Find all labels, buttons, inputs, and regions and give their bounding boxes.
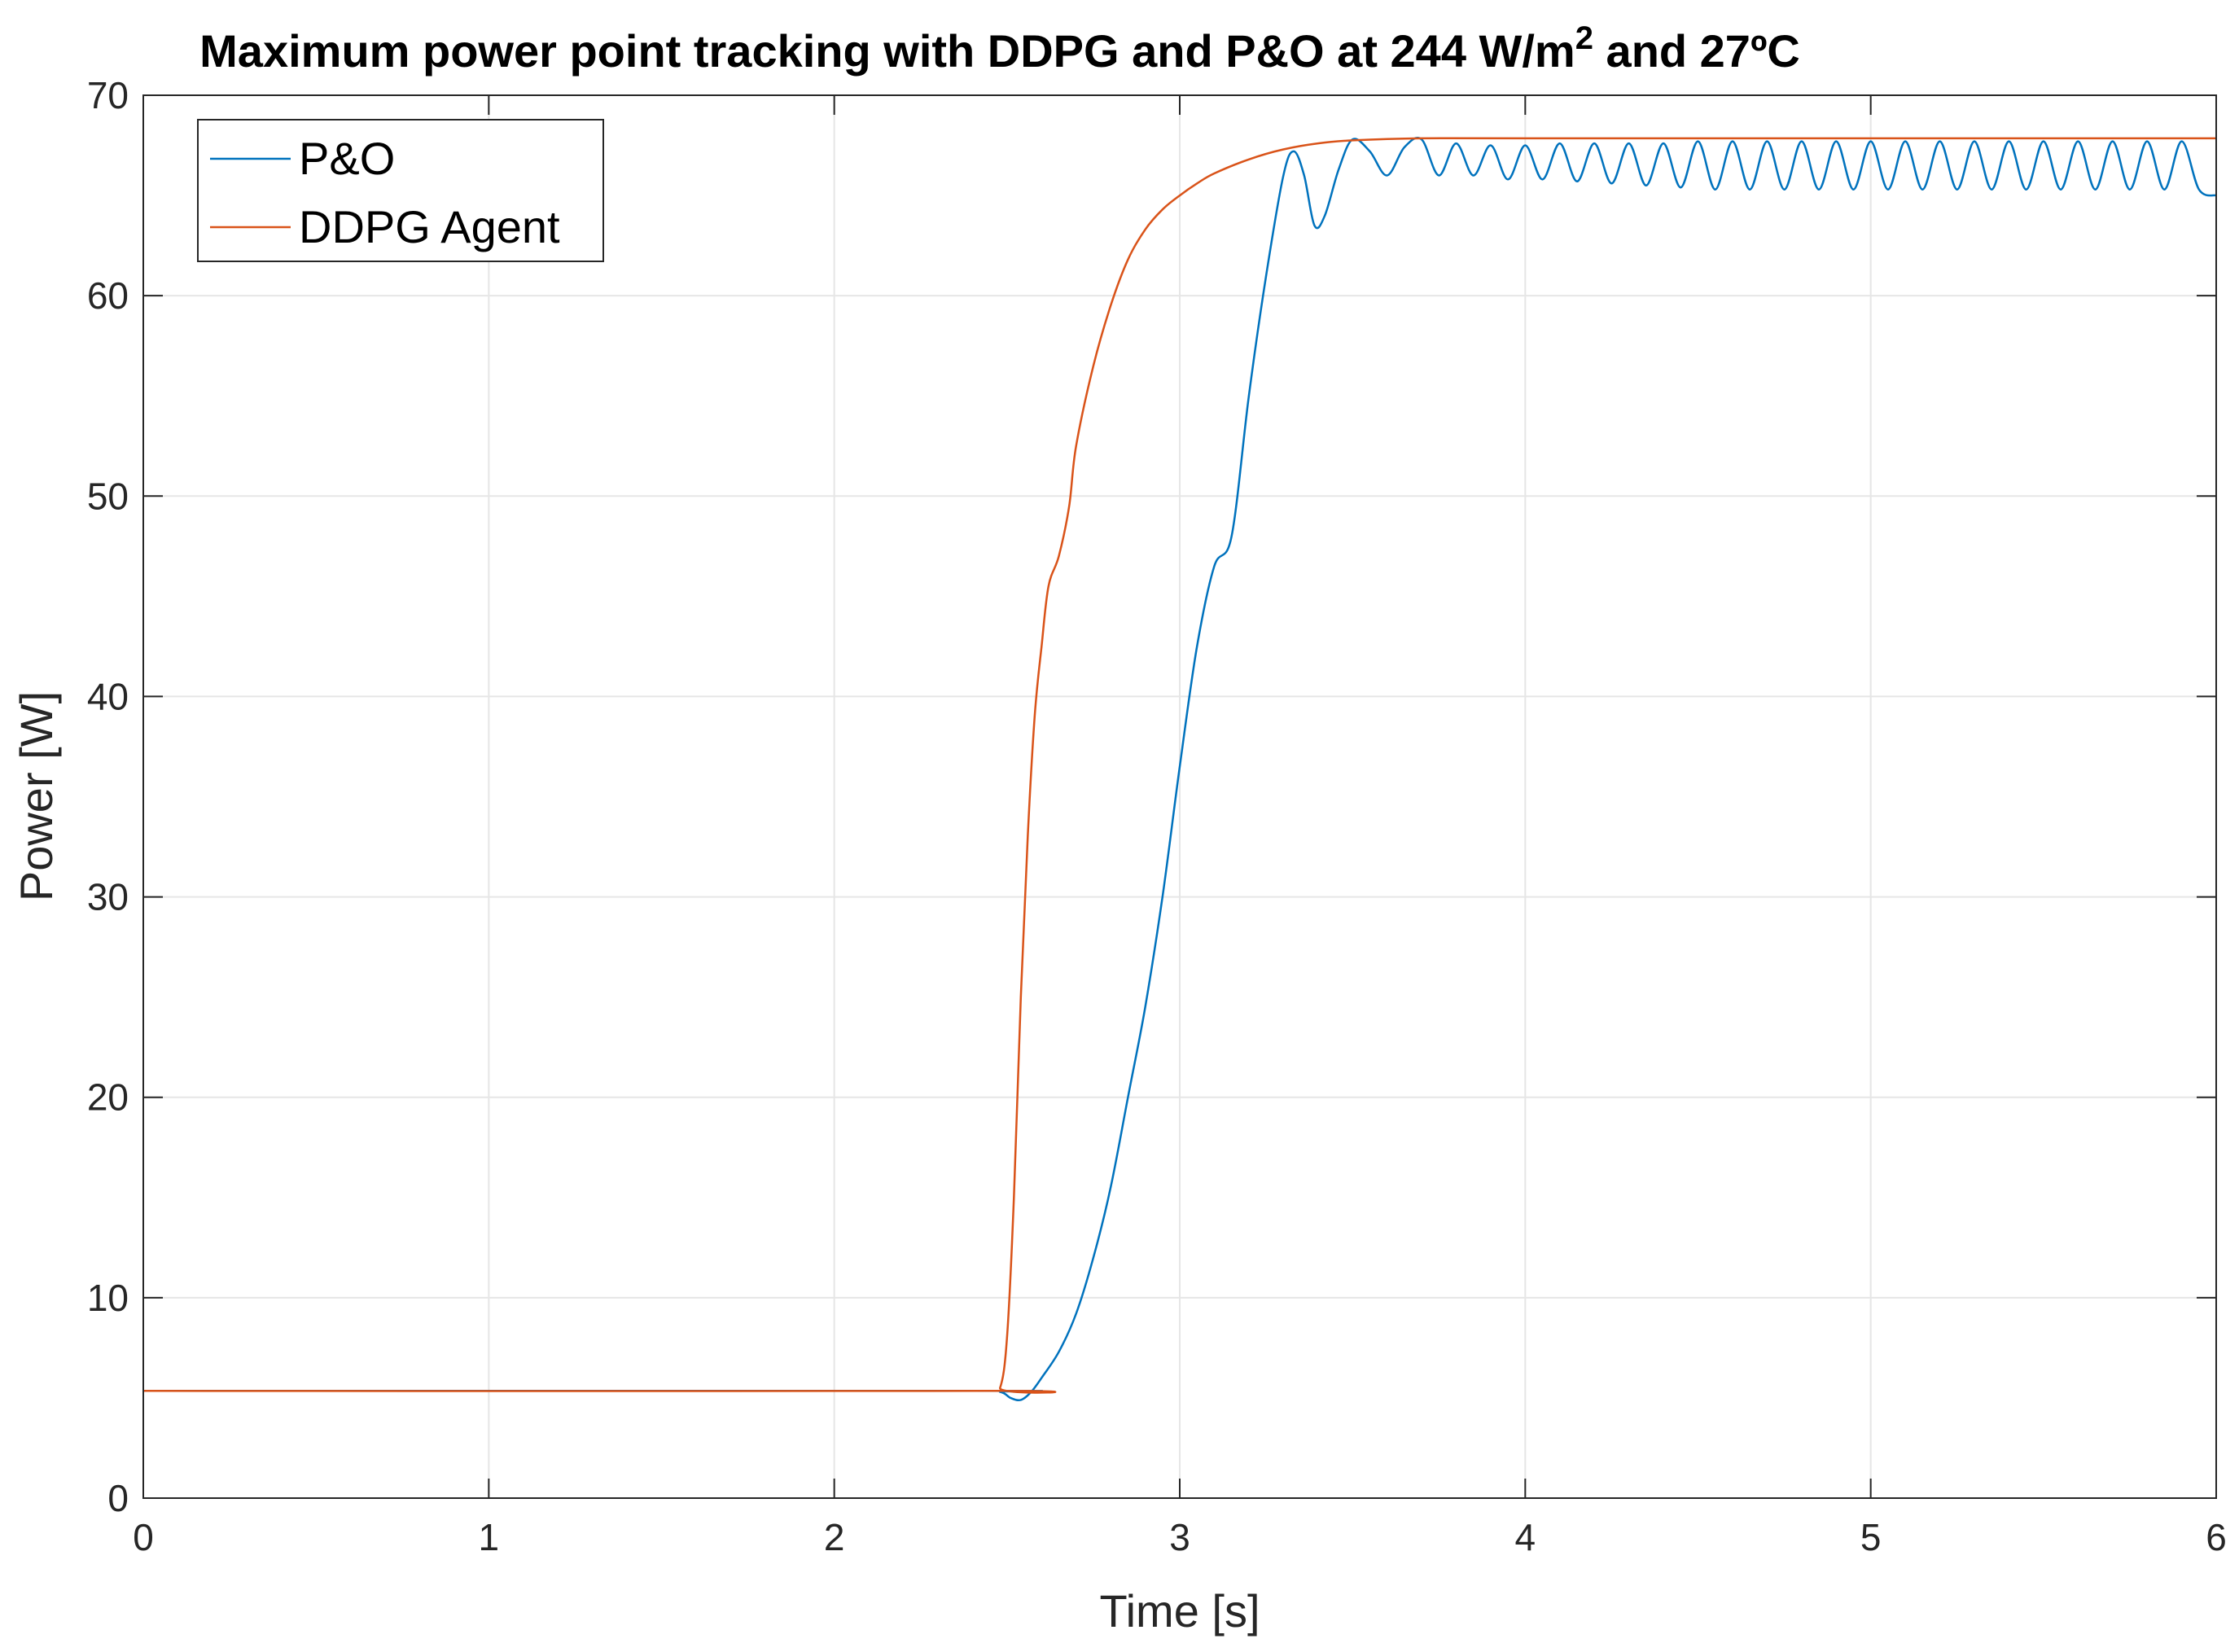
legend: P&O DDPG Agent — [197, 119, 604, 262]
y-tick-label: 20 — [87, 1076, 129, 1119]
y-tick-label: 70 — [87, 74, 129, 116]
chart-title-main: Maximum power point tracking with DDPG a… — [199, 25, 1575, 77]
x-tick-label: 6 — [2206, 1516, 2227, 1558]
x-tick-label: 2 — [824, 1516, 845, 1558]
series-line-ddpg — [142, 137, 2216, 1394]
legend-box — [197, 119, 604, 262]
x-tick-label: 4 — [1515, 1516, 1536, 1558]
x-tick-label: 5 — [1860, 1516, 1882, 1558]
x-tick-label: 1 — [479, 1516, 500, 1558]
legend-label-ddpg: DDPG Agent — [299, 201, 560, 252]
x-tick-label: 3 — [1169, 1516, 1190, 1558]
legend-label-po: P&O — [299, 133, 395, 184]
y-tick-label: 30 — [87, 876, 129, 918]
chart-title: Maximum power point tracking with DDPG a… — [199, 20, 1800, 77]
y-tick-label: 40 — [87, 675, 129, 717]
chart-title-suffix: and 27ºC — [1593, 25, 1800, 77]
y-tick-label: 0 — [107, 1477, 129, 1519]
series-line-po — [142, 137, 2217, 1402]
y-axis-label: Power [W] — [11, 691, 62, 901]
x-tick-label: 0 — [133, 1516, 154, 1558]
y-tick-label: 50 — [87, 475, 129, 517]
y-tick-label: 60 — [87, 274, 129, 317]
chart-title-superscript: 2 — [1575, 20, 1593, 56]
y-tick-label: 10 — [87, 1277, 129, 1319]
x-axis-label: Time [s] — [1099, 1585, 1260, 1637]
series-group — [142, 137, 2217, 1402]
